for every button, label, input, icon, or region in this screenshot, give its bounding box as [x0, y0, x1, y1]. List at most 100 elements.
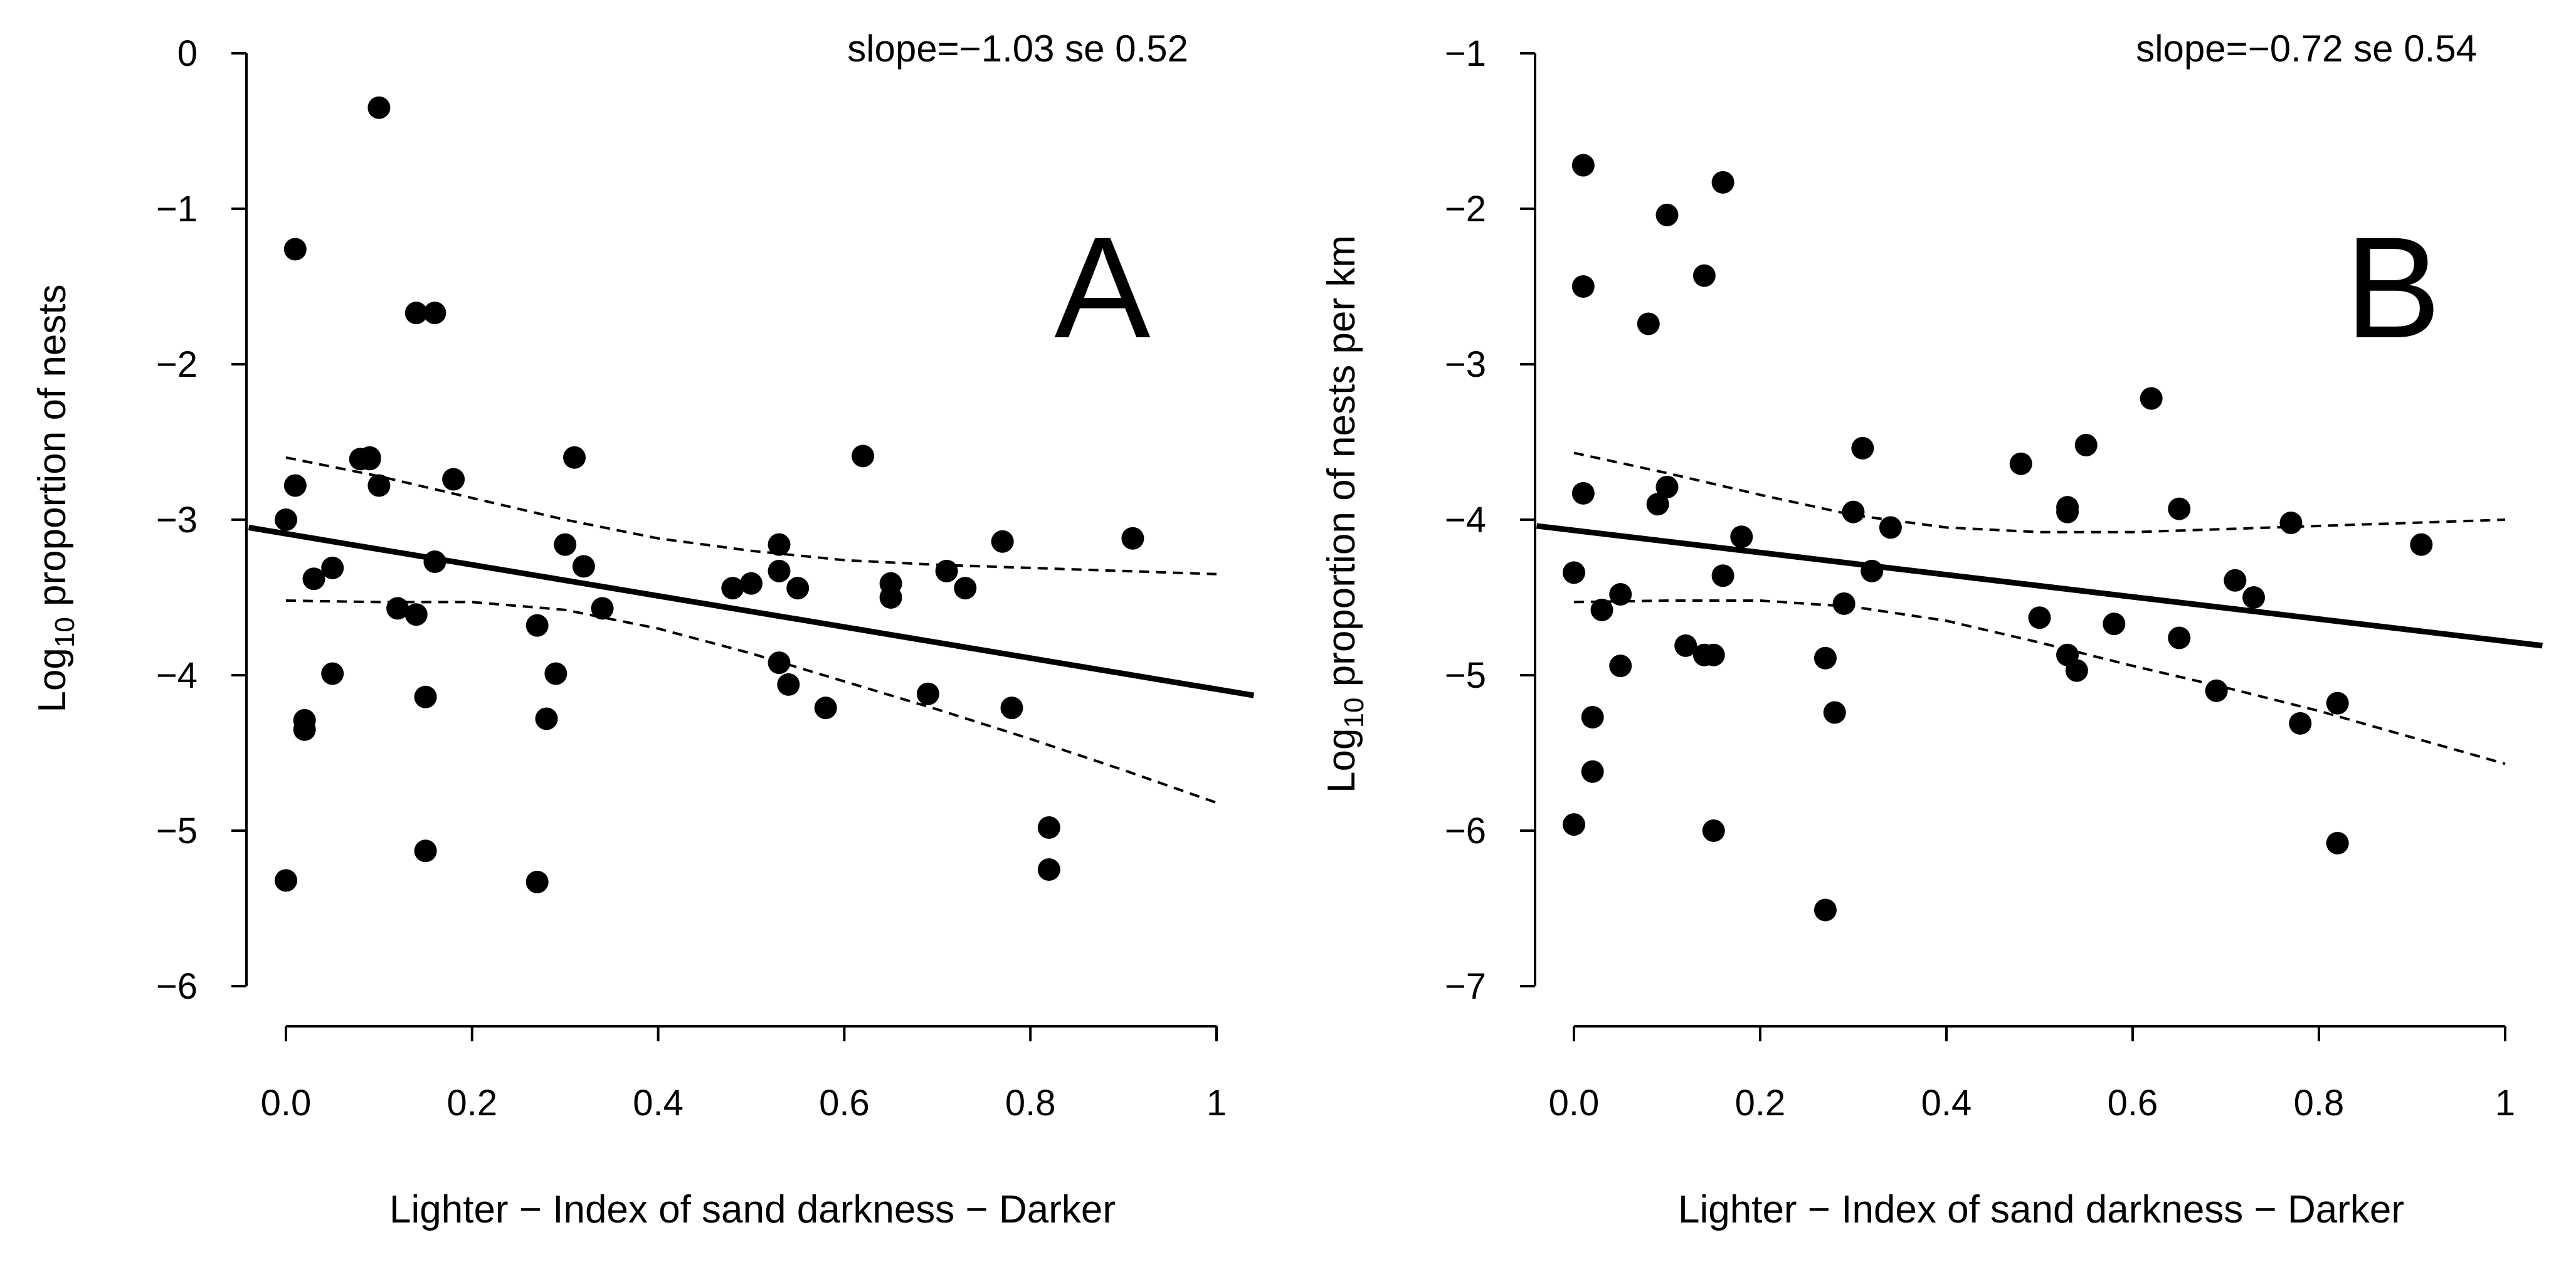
panel-b-y-title-suffix: proportion of nests per km — [1320, 235, 1363, 697]
panel-a-data-point — [275, 869, 297, 892]
panel-a-data-point — [321, 556, 344, 579]
panel-a-data-point — [777, 673, 800, 696]
panel-b-data-point — [1646, 493, 1669, 516]
panel-a-data-point — [1037, 858, 1060, 881]
panel-b-data-point — [2103, 613, 2126, 636]
panel-a-y-tick-label: −2 — [156, 344, 198, 385]
panel-b-data-point — [2168, 626, 2191, 649]
panel-a-x-tick-label: 0.0 — [261, 1083, 312, 1123]
panel-b-letter: B — [2345, 207, 2441, 368]
panel-b-ci-upper-line — [1573, 451, 2506, 534]
panel-b-y-title: Log10 proportion of nests per km — [1320, 235, 1370, 793]
panel-b-data-point — [1590, 598, 1613, 621]
panel-b-data-point — [1581, 705, 1604, 728]
panel-a-letter: A — [1054, 207, 1150, 368]
panel-b-x-tick-label: 0.8 — [2294, 1083, 2345, 1123]
panel-b-data-point — [2065, 659, 2088, 682]
panel-b-data-point — [1609, 655, 1632, 678]
panel-a-slope-annotation: slope=−1.03 se 0.52 — [847, 28, 1188, 70]
panel-a-data-point — [302, 567, 325, 591]
panel-b-data-point — [1879, 516, 1902, 539]
panel-b-x-tick-label: 0.2 — [1735, 1083, 1786, 1123]
panel-b-y-title-subscript: 10 — [1339, 698, 1370, 728]
panel-b-data-point — [2242, 586, 2266, 609]
panel-b-data-point — [2028, 606, 2051, 629]
panel-a-ci-lower-line — [285, 599, 1217, 804]
panel-a-data-point — [1121, 527, 1144, 550]
panel-a-data-point — [852, 444, 875, 468]
panel-a-y-tick-label: 0 — [177, 33, 198, 74]
panel-a-fit-line — [248, 524, 1255, 698]
panel-a-data-point — [768, 651, 791, 675]
panel-a-y-title-suffix: proportion of nests — [31, 284, 74, 617]
panel-b-data-point — [1702, 819, 1725, 842]
panel-b-x-tick-label: 0.0 — [1549, 1083, 1600, 1123]
panel-a-y-tick-label: −5 — [156, 811, 198, 851]
panel-b-data-point — [1823, 701, 1846, 724]
panel-b-data-point — [1563, 813, 1585, 836]
panel-a-data-point — [321, 662, 344, 685]
panel-b-data-point — [2056, 500, 2079, 523]
panel-a-data-point — [414, 839, 437, 863]
panel-b-data-point — [2074, 433, 2098, 456]
panel-a-x-tick-label: 0.6 — [819, 1083, 870, 1123]
panel-b-data-point — [2009, 452, 2032, 475]
panel-b-data-point — [1655, 203, 1679, 226]
panel-a-data-point — [1000, 697, 1023, 720]
panel-a-x-tick-label: 0.2 — [446, 1083, 497, 1123]
panel-b-data-point — [1813, 898, 1837, 922]
panel-b-data-point — [2289, 712, 2312, 735]
panel-a-y-title-prefix: Log — [31, 648, 74, 712]
panel-b-x-tick-label: 0.6 — [2108, 1083, 2158, 1123]
panel-a-data-point — [554, 533, 577, 556]
panel-b-data-point — [2168, 497, 2191, 520]
panel-b-data-point — [2140, 387, 2163, 410]
panel-b-data-point — [2326, 691, 2349, 715]
panel-b-data-point — [1851, 436, 1874, 460]
panel-a-data-point — [414, 685, 437, 708]
panel-a-data-point — [721, 577, 744, 600]
panel-a-data-point — [591, 597, 614, 620]
panel-a-data-point — [879, 586, 902, 609]
panel-a-x-tick-label: 0.8 — [1005, 1083, 1056, 1123]
panel-a-data-point — [404, 302, 428, 325]
panel-b-y-title-prefix: Log — [1320, 728, 1363, 792]
panel-b-ci-lower-line — [1573, 599, 2506, 765]
panel-b: −1 −2 −3 −4 −5 −6 −7 0.0 0.2 0.4 0.6 0.8 1 slope=−0… — [1320, 28, 2543, 1231]
panel-b-y-tick-label: −2 — [1445, 189, 1486, 229]
panel-a-data-point — [283, 474, 307, 497]
panel-a-data-point — [786, 577, 810, 600]
panel-b-x-title: Lighter − Index of sand darkness − Darke… — [1678, 1188, 2404, 1231]
panel-a-data-point — [442, 468, 465, 491]
panel-b-data-point — [1609, 583, 1632, 606]
panel-a-data-point — [525, 870, 549, 893]
panel-a-data-point — [954, 577, 977, 600]
panel-b-data-point — [2224, 569, 2247, 592]
panel-a-data-point — [768, 559, 791, 582]
panel-b-y-tick-label: −6 — [1445, 811, 1486, 851]
panel-a-y-tick-label: −4 — [156, 655, 198, 696]
panel-a-y-title: Log10 proportion of nests — [31, 284, 80, 712]
panel-b-data-point — [1692, 264, 1716, 287]
panel-b-data-point — [2410, 533, 2433, 556]
panel-a-data-point — [814, 697, 837, 720]
panel-b-y-tick-label: −1 — [1445, 33, 1486, 74]
panel-b-x-tick-label: 1 — [2495, 1083, 2515, 1123]
panel-b-fit-line — [1536, 523, 2543, 649]
panel-b-y-tick-label: −7 — [1445, 966, 1486, 1007]
panel-a: 0 −1 −2 −3 −4 −5 −6 0.0 0.2 0.4 0.6 0.8 1 slope=−1.… — [31, 28, 1255, 1231]
panel-a-data-point — [544, 662, 567, 685]
panel-b-data-point — [2205, 679, 2228, 702]
panel-b-data-point — [1711, 171, 1734, 194]
panel-a-data-point — [423, 302, 446, 325]
panel-a-data-point — [935, 559, 958, 582]
panel-a-data-point — [293, 718, 316, 741]
panel-b-data-point — [1571, 275, 1595, 298]
panel-a-x-tick-label: 0.4 — [633, 1083, 684, 1123]
panel-a-data-point — [283, 238, 307, 261]
panel-a-data-point — [275, 508, 297, 531]
panel-b-slope-annotation: slope=−0.72 se 0.54 — [2136, 28, 2477, 70]
panel-a-data-point — [991, 530, 1014, 553]
panel-a-data-point — [563, 446, 586, 469]
